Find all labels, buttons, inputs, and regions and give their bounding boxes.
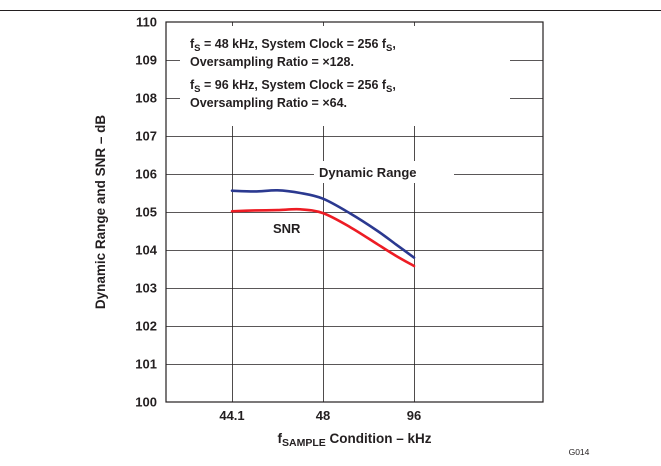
y-tick-label: 102 bbox=[135, 319, 157, 334]
y-tick-label: 110 bbox=[136, 15, 157, 30]
series-line-snr bbox=[230, 207, 416, 268]
x-tick-label: 48 bbox=[316, 408, 330, 423]
y-tick-label: 100 bbox=[135, 395, 157, 410]
figure-id: G014 bbox=[569, 447, 590, 457]
annotation-line-2: Oversampling Ratio = ×128. bbox=[190, 55, 354, 69]
y-tick-label: 105 bbox=[135, 205, 157, 220]
y-tick-label: 101 bbox=[135, 357, 157, 372]
series-line-dynamic-range bbox=[230, 189, 416, 259]
y-tick-label: 103 bbox=[135, 281, 157, 296]
y-tick-label: 108 bbox=[135, 91, 157, 106]
snr-label-background bbox=[268, 217, 314, 239]
x-tick-label: 96 bbox=[407, 408, 421, 423]
plot-frame bbox=[165, 21, 544, 403]
series-label-snr: SNR bbox=[273, 221, 301, 236]
y-axis-label: Dynamic Range and SNR – dB bbox=[93, 115, 108, 310]
annotation-background bbox=[180, 26, 510, 126]
annotation-line-3: fS = 96 kHz, System Clock = 256 fS, bbox=[190, 78, 396, 95]
annotation-line-1: fS = 48 kHz, System Clock = 256 fS, bbox=[190, 37, 396, 54]
x-tick-label: 44.1 bbox=[219, 408, 244, 423]
dynamic-range-label-background bbox=[314, 161, 454, 183]
series-label-dynamic-range: Dynamic Range bbox=[319, 165, 417, 180]
x-tick-labels: 44.1 48 96 bbox=[219, 408, 421, 423]
x-axis-label: fSAMPLE Condition – kHz bbox=[277, 431, 431, 449]
annotation-line-4: Oversampling Ratio = ×64. bbox=[190, 96, 347, 110]
y-tick-label: 106 bbox=[135, 167, 157, 182]
series-group bbox=[230, 189, 416, 268]
y-tick-label: 107 bbox=[135, 129, 157, 144]
y-tick-labels: 100 101 102 103 104 105 106 107 108 109 110 bbox=[135, 15, 157, 410]
y-tick-label: 109 bbox=[135, 53, 157, 68]
y-tick-label: 104 bbox=[135, 243, 157, 258]
